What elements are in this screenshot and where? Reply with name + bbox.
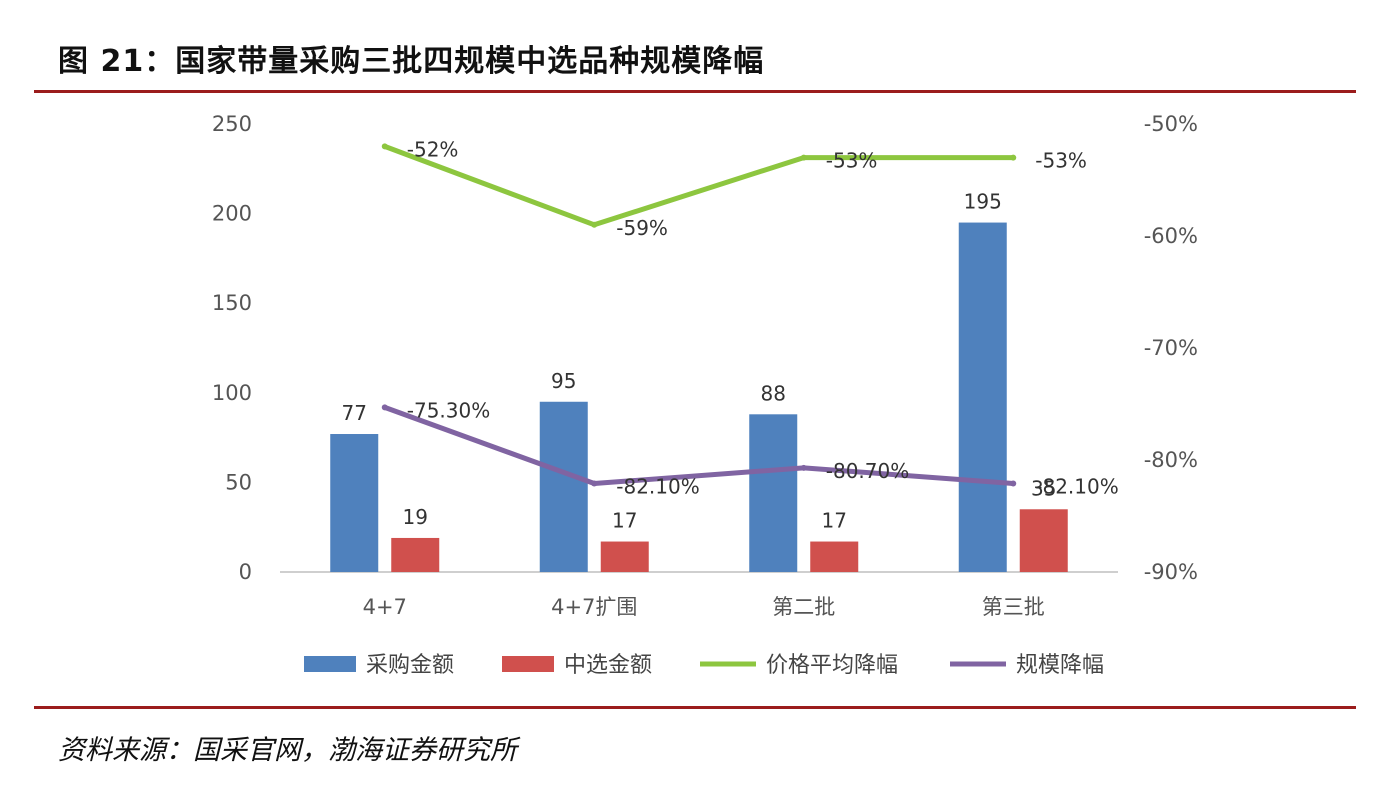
bar-中选金额 <box>810 541 859 572</box>
y-left-tick-label: 50 <box>225 470 252 494</box>
line-point <box>381 404 388 411</box>
bar-中选金额 <box>600 541 649 572</box>
y-left-tick-label: 0 <box>239 560 252 584</box>
legend-swatch <box>304 656 356 672</box>
bars-layer <box>330 222 1068 572</box>
x-category-label: 4+7扩围 <box>551 595 637 619</box>
x-category-label: 4+7 <box>363 595 407 619</box>
bar-data-label: 35 <box>1031 476 1056 500</box>
line-data-label: -53% <box>1035 149 1087 173</box>
bar-data-label: 17 <box>612 509 637 533</box>
bar-data-label: 19 <box>403 505 428 529</box>
line-data-label: -82.10% <box>616 475 699 499</box>
line-data-label: -53% <box>826 149 878 173</box>
bar-data-label: 195 <box>964 190 1002 214</box>
y-right-tick-label: -50% <box>1144 112 1198 136</box>
chart-area: 0 50 100 150 200 250 -90% -80% -70% -60% -50% 4+7 4+… <box>212 112 1198 678</box>
legend-label: 价格平均降幅 <box>766 653 898 678</box>
y-left-tick-label: 100 <box>212 381 252 405</box>
line-point <box>1010 154 1017 161</box>
source-note: 资料来源：国采官网，渤海证券研究所 <box>58 735 517 766</box>
y-left-tick-label: 150 <box>212 291 252 315</box>
y-right-tick-label: -90% <box>1144 560 1198 584</box>
line-point <box>800 154 807 161</box>
bottom-divider <box>34 706 1356 709</box>
line-point <box>591 480 598 487</box>
bar-采购金额 <box>330 434 379 572</box>
legend-label: 规模降幅 <box>1016 653 1104 678</box>
bar-中选金额 <box>391 537 440 572</box>
line-规模降幅 <box>382 404 1016 487</box>
x-category-label: 第三批 <box>982 595 1045 619</box>
bar-data-label: 77 <box>342 401 367 425</box>
legend-label: 中选金额 <box>564 653 652 678</box>
line-point <box>381 143 388 150</box>
y-left-tick-label: 250 <box>212 112 252 136</box>
axes-layer: 0 50 100 150 200 250 -90% -80% -70% -60% -50% 4+7 4+… <box>212 112 1198 619</box>
top-divider <box>34 90 1356 93</box>
line-point <box>1010 480 1017 487</box>
y-right-tick-label: -70% <box>1144 336 1198 360</box>
line-data-label: -82.10% <box>1035 475 1118 499</box>
bar-采购金额 <box>539 401 588 572</box>
line-data-label: -59% <box>616 216 668 240</box>
legend-label: 采购金额 <box>366 653 454 678</box>
bar-采购金额 <box>958 222 1007 572</box>
legend: 采购金额 中选金额 价格平均降幅 规模降幅 <box>304 653 1104 678</box>
bar-data-label: 88 <box>761 381 786 405</box>
bar-中选金额 <box>1019 509 1068 572</box>
line-data-label: -52% <box>407 137 459 161</box>
line-data-label: -75.30% <box>407 398 490 422</box>
y-left-tick-label: 200 <box>212 202 252 226</box>
bar-data-label: 95 <box>551 369 576 393</box>
line-data-label: -80.70% <box>826 459 909 483</box>
x-category-label: 第二批 <box>772 595 835 619</box>
line-point <box>591 221 598 228</box>
legend-swatch <box>502 656 554 672</box>
line-point <box>800 464 807 471</box>
data-labels-layer: 77 95 88 195 19 17 17 35 -52% -59% -53% -53% -75.30%… <box>342 137 1119 532</box>
y-right-tick-label: -80% <box>1144 448 1198 472</box>
line-价格平均降幅 <box>382 143 1016 228</box>
lines-layer <box>381 143 1017 487</box>
bar-采购金额 <box>749 414 798 572</box>
bar-data-label: 17 <box>822 509 847 533</box>
chart-title: 图 21：国家带量采购三批四规模中选品种规模降幅 <box>58 44 765 79</box>
y-right-tick-label: -60% <box>1144 224 1198 248</box>
